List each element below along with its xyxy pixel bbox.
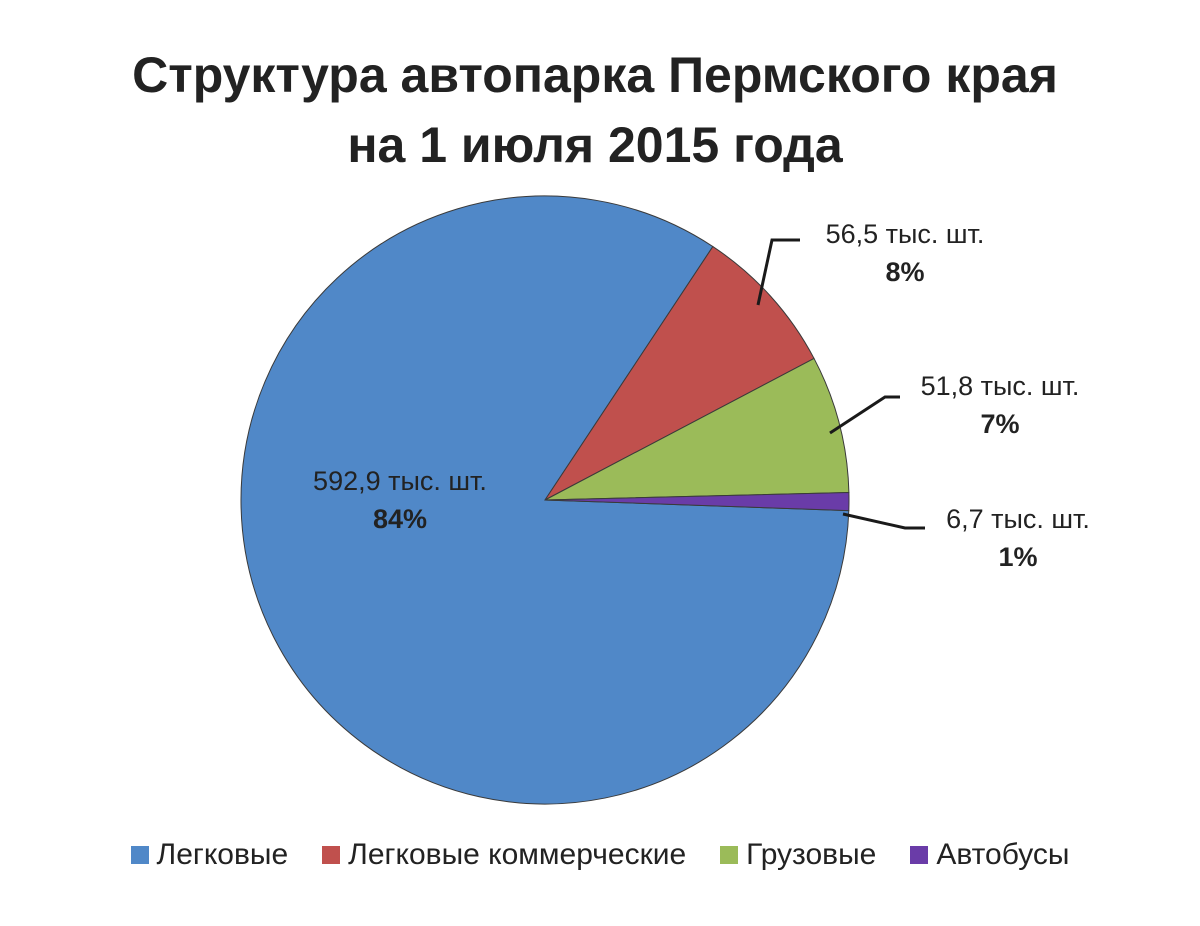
pie-slices <box>240 195 850 805</box>
pie-slice-trucks <box>544 357 850 501</box>
chart-title: Структура автопарка Пермского края на 1 … <box>0 40 1190 180</box>
percent-label-passenger: 84% <box>373 504 427 534</box>
chart-title-line1: Структура автопарка Пермского края <box>132 47 1058 103</box>
chart-title-line2: на 1 июля 2015 года <box>347 117 843 173</box>
legend-swatch-trucks <box>720 846 739 864</box>
value-label-trucks: 51,8 тыс. шт. <box>921 371 1080 401</box>
legend-label-passenger: Легковые <box>156 838 289 871</box>
legend-label-buses: Автобусы <box>936 838 1070 871</box>
value-label-passenger: 592,9 тыс. шт. <box>313 466 487 496</box>
pie-slice-buses <box>544 492 850 512</box>
percent-label-light-commercial: 8% <box>885 257 924 287</box>
value-label-buses: 6,7 тыс. шт. <box>946 504 1090 534</box>
leader-line-buses <box>842 512 925 530</box>
legend-item-light-commercial: Легковые коммерческие <box>322 838 686 872</box>
leader-line-trucks <box>829 395 900 435</box>
legend-item-trucks: Грузовые <box>720 838 876 872</box>
pie-slice-light-commercial <box>544 245 815 501</box>
legend-swatch-passenger <box>130 846 149 864</box>
legend-swatch-buses <box>910 846 929 864</box>
leader-line-light-commercial <box>756 238 800 306</box>
legend-swatch-light-commercial <box>322 846 341 864</box>
legend-label-light-commercial: Легковые коммерческие <box>348 838 687 871</box>
legend: Легковые Легковые коммерческие Грузовые … <box>0 838 1200 872</box>
value-label-light-commercial: 56,5 тыс. шт. <box>826 219 985 249</box>
legend-item-buses: Автобусы <box>910 838 1069 872</box>
leader-lines <box>756 238 925 530</box>
percent-label-buses: 1% <box>998 542 1037 572</box>
legend-item-passenger: Легковые <box>130 838 289 872</box>
legend-label-trucks: Грузовые <box>746 838 877 871</box>
percent-label-trucks: 7% <box>980 409 1019 439</box>
data-labels: 592,9 тыс. шт. 84% 56,5 тыс. шт. 8% 51,8 тыс… <box>313 219 1090 572</box>
